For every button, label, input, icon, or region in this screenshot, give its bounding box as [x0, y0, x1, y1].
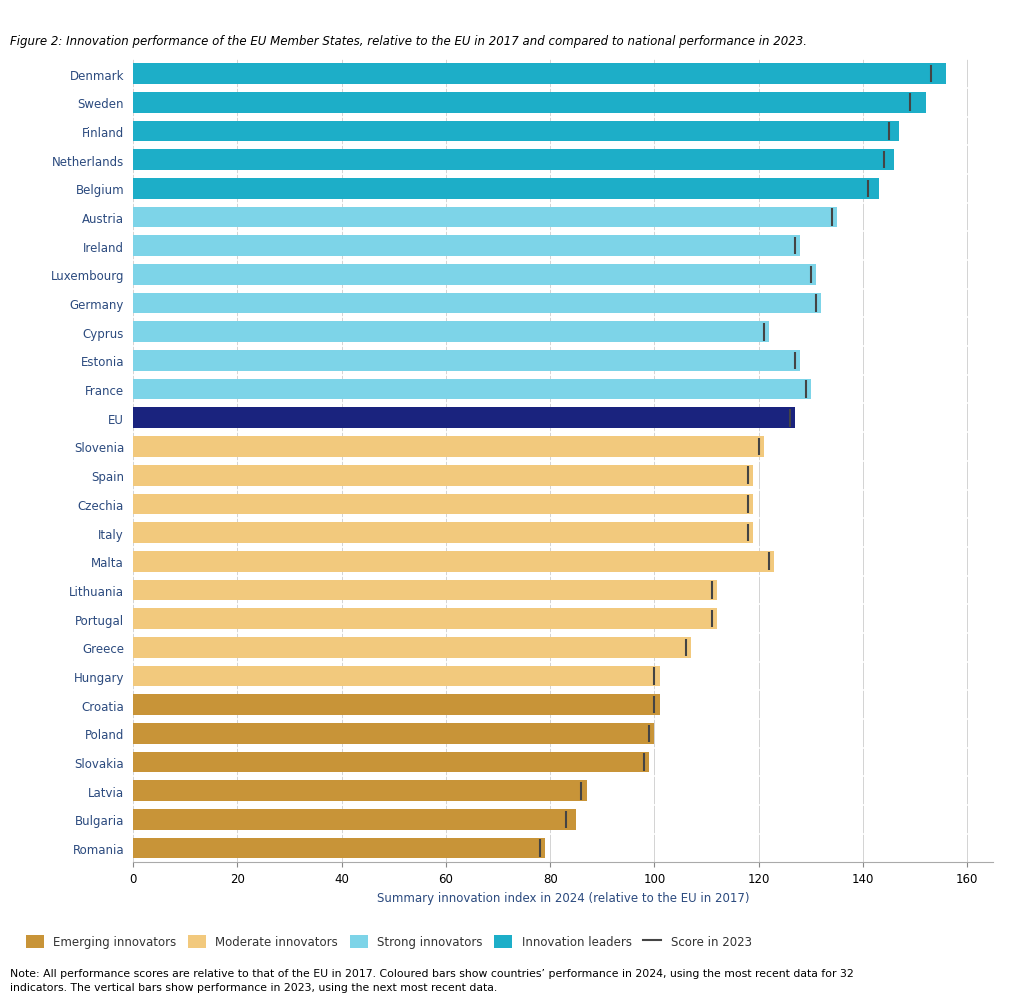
Bar	[133, 436, 764, 457]
Bar	[133, 322, 769, 343]
Bar	[133, 208, 837, 228]
Bar	[133, 494, 754, 515]
Bar	[133, 780, 587, 801]
Bar	[133, 666, 659, 687]
Bar	[133, 752, 649, 772]
Text: Figure 2: Innovation performance of the EU Member States, relative to the EU in : Figure 2: Innovation performance of the …	[10, 35, 807, 48]
Bar	[133, 580, 717, 601]
Text: Note: All performance scores are relative to that of the EU in 2017. Coloured ba: Note: All performance scores are relativ…	[10, 968, 854, 992]
Bar	[133, 408, 796, 428]
Bar	[133, 838, 545, 859]
Bar	[133, 93, 926, 113]
Bar	[133, 723, 654, 744]
Bar	[133, 523, 754, 544]
X-axis label: Summary innovation index in 2024 (relative to the EU in 2017): Summary innovation index in 2024 (relati…	[377, 891, 750, 904]
Bar	[133, 64, 946, 85]
Bar	[133, 150, 894, 171]
Bar	[133, 236, 801, 257]
Bar	[133, 465, 754, 486]
Bar	[133, 609, 717, 629]
Bar	[133, 379, 811, 400]
Bar	[133, 265, 816, 286]
Bar	[133, 179, 879, 200]
Bar	[133, 121, 899, 142]
Bar	[133, 637, 691, 658]
Bar	[133, 695, 659, 715]
Legend: Emerging innovators, Moderate innovators, Strong innovators, Innovation leaders,: Emerging innovators, Moderate innovators…	[22, 931, 757, 953]
Bar	[133, 351, 801, 371]
Bar	[133, 809, 577, 829]
Bar	[133, 552, 774, 572]
Bar	[133, 294, 821, 314]
